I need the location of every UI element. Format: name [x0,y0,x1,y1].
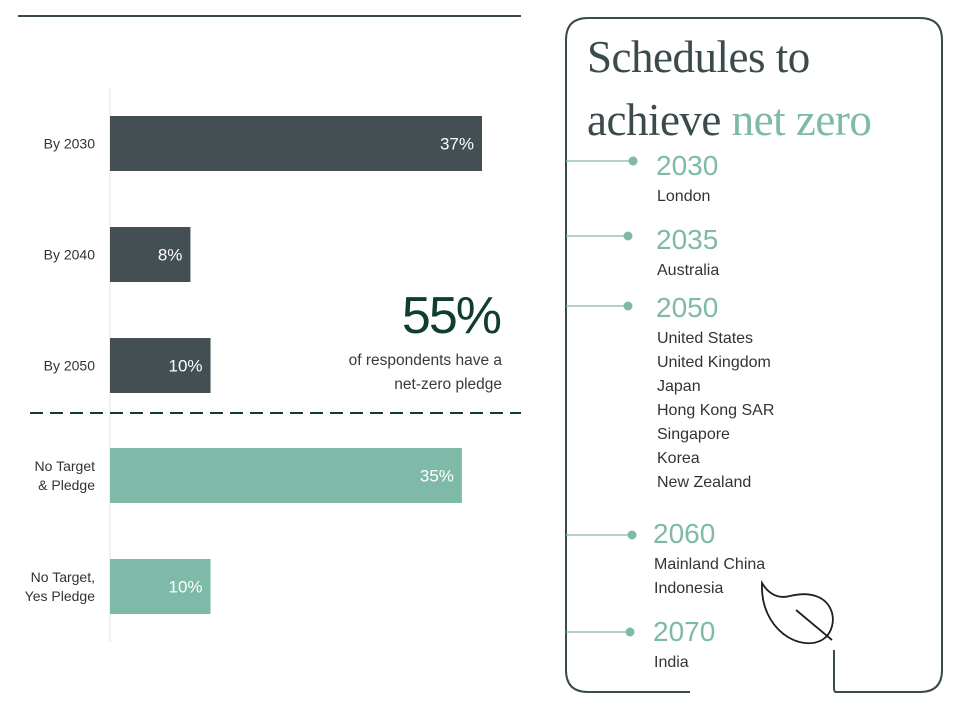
panel-title-line-1: Schedules to [587,32,810,82]
timeline-place: Indonesia [654,580,724,597]
timeline-place: Singapore [657,426,730,443]
bar [110,338,211,393]
bar-value-label: 35% [420,467,454,486]
timeline-places: Mainland China Indonesia [654,553,765,601]
panel-title: Schedules to achieve net zero [587,26,947,152]
category-label: & Pledge [38,477,95,493]
timeline-connectors [566,156,638,637]
timeline-year: 2035 [656,224,719,255]
bar [110,559,211,614]
pledge-headline-caption: of respondents have a net-zero pledge [300,349,502,397]
timeline-place: Hong Kong SAR [657,402,775,419]
bar-value-label: 8% [158,246,183,265]
bar [110,227,191,282]
pledge-caption-line: of respondents have a [348,352,502,369]
timeline-place: United Kingdom [657,354,771,371]
category-label: No Target [35,458,96,474]
category-label: No Target, [31,569,95,585]
timeline-places: London [657,185,710,209]
panel-title-accent: net zero [731,95,872,145]
bar-value-label: 37% [440,135,474,154]
timeline-places: United States United Kingdom Japan Hong … [657,327,774,495]
timeline-place: Mainland China [654,556,766,573]
timeline-year: 2070 [653,616,716,647]
timeline-year: 2030 [656,150,719,181]
timeline-place: London [657,188,711,205]
timeline-place: Australia [657,262,720,279]
leaf-icon [761,579,834,645]
bar-chart: 37% By 2030 8% By 2040 10% By 2050 35% No Targe… [18,15,521,642]
timeline-year: 2050 [656,292,719,323]
panel-title-plain: achieve [587,95,732,145]
category-label: By 2050 [44,358,96,374]
timeline-place: Korea [657,450,700,467]
pledge-headline-value: 55% [401,287,502,345]
pledge-caption-line: net-zero pledge [394,376,502,393]
bar [110,448,462,503]
category-label: By 2040 [44,247,96,263]
timeline-places: Australia [657,259,719,283]
bar-value-label: 10% [169,578,203,597]
category-label: Yes Pledge [25,588,96,604]
panel-title-line-2: achieve net zero [587,89,947,152]
timeline-place: United States [657,330,754,347]
category-label: By 2030 [44,136,96,152]
timeline-place: Japan [657,378,701,395]
timeline-year: 2060 [653,518,716,549]
timeline-place: New Zealand [657,474,752,491]
timeline-place: India [654,654,689,671]
timeline-places: India [654,651,689,675]
bar-value-label: 10% [169,357,203,376]
bar [110,116,482,171]
